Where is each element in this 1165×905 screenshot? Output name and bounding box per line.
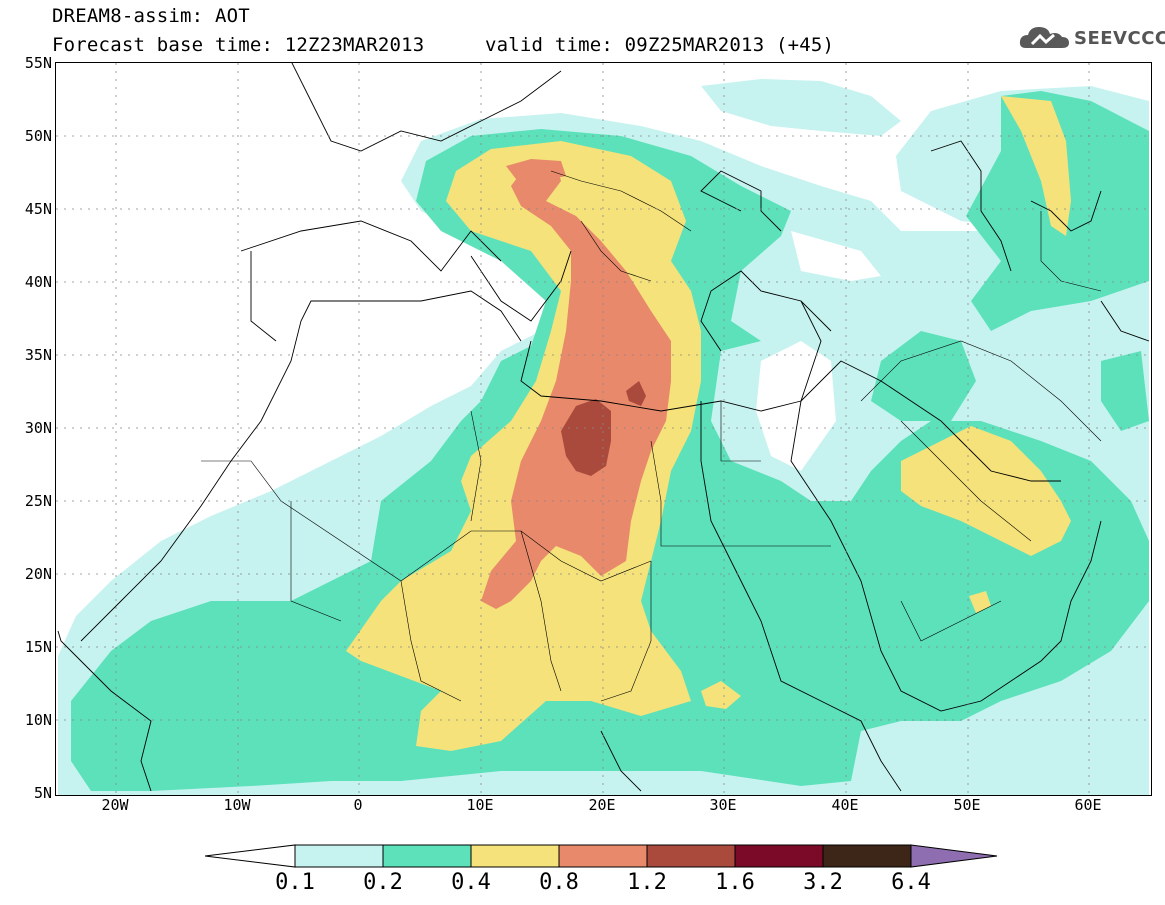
colorbar-label-3.2: 3.2	[803, 870, 843, 895]
aot-contour-1.2	[561, 381, 646, 476]
lon-label-10w: 10W	[223, 796, 251, 814]
aot-contour-0.8	[481, 159, 671, 609]
lat-label-10n: 10N	[24, 711, 52, 729]
lon-label-60e: 60E	[1074, 796, 1102, 814]
colorbar-label-1.2: 1.2	[627, 870, 667, 895]
colorbar	[205, 844, 998, 868]
coastlines	[57, 63, 1150, 792]
lon-label-30e: 30E	[709, 796, 737, 814]
colorbar-label-0.4: 0.4	[451, 870, 491, 895]
lat-label-25n: 25N	[24, 492, 52, 510]
lat-label-45n: 45N	[24, 200, 52, 218]
colorbar-label-0.2: 0.2	[363, 870, 403, 895]
lon-label-0: 0	[353, 796, 363, 814]
lat-label-15n: 15N	[24, 638, 52, 656]
lat-label-30n: 30N	[24, 419, 52, 437]
colorbar-label-6.4: 6.4	[891, 870, 931, 895]
country-borders	[201, 170, 1102, 702]
colorbar-label-0.1: 0.1	[275, 870, 315, 895]
forecast-base-time: Forecast base time: 12Z23MAR2013	[52, 34, 425, 56]
lon-label-20e: 20E	[588, 796, 616, 814]
lat-label-20n: 20N	[24, 565, 52, 583]
cloud-logo-icon	[1019, 27, 1069, 48]
seevccc-logo: SEEVCCC	[1018, 22, 1165, 56]
lon-label-20w: 20W	[101, 796, 129, 814]
valid-time: valid time: 09Z25MAR2013 (+45)	[485, 34, 835, 56]
lon-label-50e: 50E	[953, 796, 981, 814]
lat-label-40n: 40N	[24, 273, 52, 291]
lat-label-50n: 50N	[24, 127, 52, 145]
logo-text: SEEVCCC	[1074, 28, 1165, 49]
aot-map	[56, 63, 1151, 795]
lat-label-5n: 5N	[33, 784, 52, 802]
aot-map-panel	[55, 62, 1152, 796]
lon-label-10e: 10E	[466, 796, 494, 814]
lon-label-40e: 40E	[831, 796, 859, 814]
lat-label-35n: 35N	[24, 346, 52, 364]
lat-label-55n: 55N	[24, 54, 52, 72]
colorbar-label-1.6: 1.6	[715, 870, 755, 895]
lat-lon-grid	[56, 63, 1151, 795]
colorbar-label-0.8: 0.8	[539, 870, 579, 895]
map-title: DREAM8-assim: AOT	[52, 5, 250, 27]
